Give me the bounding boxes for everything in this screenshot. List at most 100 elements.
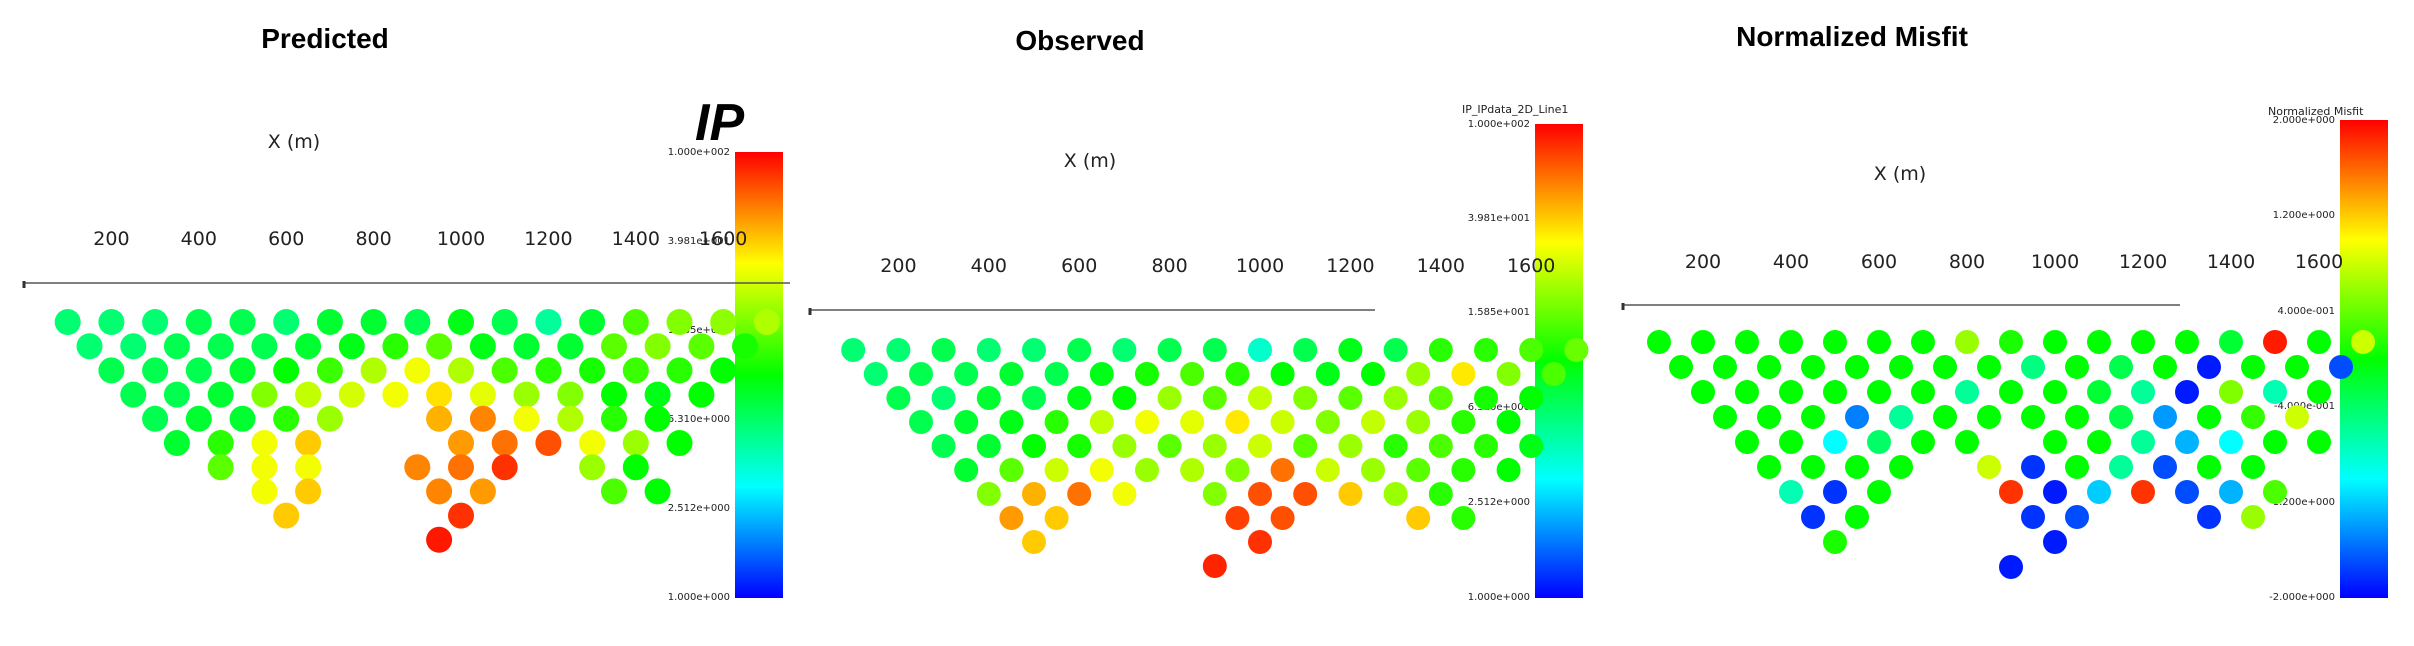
data-point [1406, 458, 1431, 482]
data-point [1089, 410, 1114, 434]
data-point [1293, 386, 1318, 410]
data-point [163, 430, 190, 456]
x-tick-label: 400 [181, 228, 217, 250]
data-point [469, 478, 496, 505]
data-point [1067, 386, 1092, 410]
x-tick-label: 200 [93, 228, 129, 250]
data-point [2329, 355, 2353, 379]
data-point [1428, 338, 1453, 362]
data-point [2043, 430, 2067, 454]
colorbar-3-tick: 2.000e+000 [2273, 115, 2335, 126]
data-point [2087, 380, 2111, 404]
x-tick-label: 1400 [612, 228, 660, 250]
data-point [1428, 386, 1453, 410]
data-point [2065, 455, 2089, 479]
data-point [1933, 355, 1957, 379]
data-point [1911, 380, 1935, 404]
data-point [2065, 405, 2089, 429]
data-point [1845, 505, 1869, 529]
colorbar-3-title: Normalized Misfit [2268, 105, 2364, 118]
data-point [1248, 434, 1272, 458]
data-point [338, 381, 365, 408]
data-point [601, 333, 627, 360]
data-point [535, 309, 562, 335]
data-point [2021, 505, 2045, 529]
data-point [273, 405, 300, 432]
data-point [1474, 338, 1498, 362]
data-point [2153, 405, 2177, 429]
data-point [251, 478, 278, 505]
x-tick-label: 600 [268, 228, 304, 250]
observed-pseudosection: 200 400 600 800 1000 1200 1400 1600 [808, 255, 1589, 578]
data-point [535, 357, 562, 384]
colorbar-2-tick: 2.512e+000 [1468, 497, 1530, 508]
data-point [1889, 455, 1913, 479]
data-point [1361, 410, 1385, 434]
data-point [1202, 434, 1227, 458]
data-point [2131, 330, 2155, 354]
data-point [1691, 330, 1715, 354]
data-point [1248, 386, 1272, 410]
data-point [251, 333, 278, 360]
data-point [1383, 338, 1408, 362]
data-point [1406, 410, 1431, 434]
data-point [382, 333, 409, 360]
data-point [2285, 405, 2309, 429]
data-point [1135, 410, 1159, 434]
data-point [1406, 362, 1431, 386]
colorbar-3-tick: 4.000e-001 [2278, 306, 2335, 317]
data-point [338, 333, 365, 360]
data-point [1779, 380, 1803, 404]
data-point [142, 405, 169, 432]
data-point [1735, 380, 1759, 404]
data-point [1496, 458, 1521, 482]
data-point [2131, 480, 2155, 504]
data-point [579, 309, 606, 335]
x-tick-label: 1200 [2119, 251, 2167, 273]
data-point [2065, 355, 2089, 379]
data-point [1779, 480, 1803, 504]
data-point [2109, 455, 2133, 479]
data-point [2043, 380, 2067, 404]
data-point [2087, 330, 2111, 354]
data-point [1338, 434, 1363, 458]
data-point [1270, 362, 1295, 386]
data-point [1451, 458, 1476, 482]
data-point [229, 357, 256, 384]
data-point [886, 338, 911, 362]
data-point [1713, 405, 1737, 429]
data-point [207, 430, 234, 456]
x-tick-label: 800 [1151, 255, 1187, 277]
data-point [1669, 355, 1693, 379]
data-point [404, 454, 431, 481]
x-tick-label: 1600 [2295, 251, 2343, 273]
data-point [491, 454, 518, 481]
data-point [251, 381, 278, 408]
data-point [1202, 386, 1227, 410]
x-tick-label: 800 [1949, 251, 1985, 273]
data-point [1338, 386, 1363, 410]
data-point [2087, 480, 2111, 504]
data-point [1112, 434, 1137, 458]
data-point [1293, 434, 1318, 458]
data-point [666, 357, 693, 384]
data-point [1022, 434, 1046, 458]
data-point [2043, 530, 2067, 554]
data-point [1845, 455, 1869, 479]
data-point [2175, 480, 2199, 504]
data-point [1180, 458, 1205, 482]
data-point [426, 478, 453, 505]
data-point [1823, 430, 1847, 454]
data-point [1338, 338, 1363, 362]
data-point [909, 410, 933, 434]
data-point [448, 502, 474, 529]
data-point [622, 357, 649, 384]
data-point [1157, 386, 1182, 410]
data-point [316, 357, 343, 384]
data-point [1338, 482, 1363, 506]
data-point [1044, 362, 1069, 386]
data-point [2175, 330, 2199, 354]
data-point [1801, 405, 1825, 429]
data-point [76, 333, 103, 360]
